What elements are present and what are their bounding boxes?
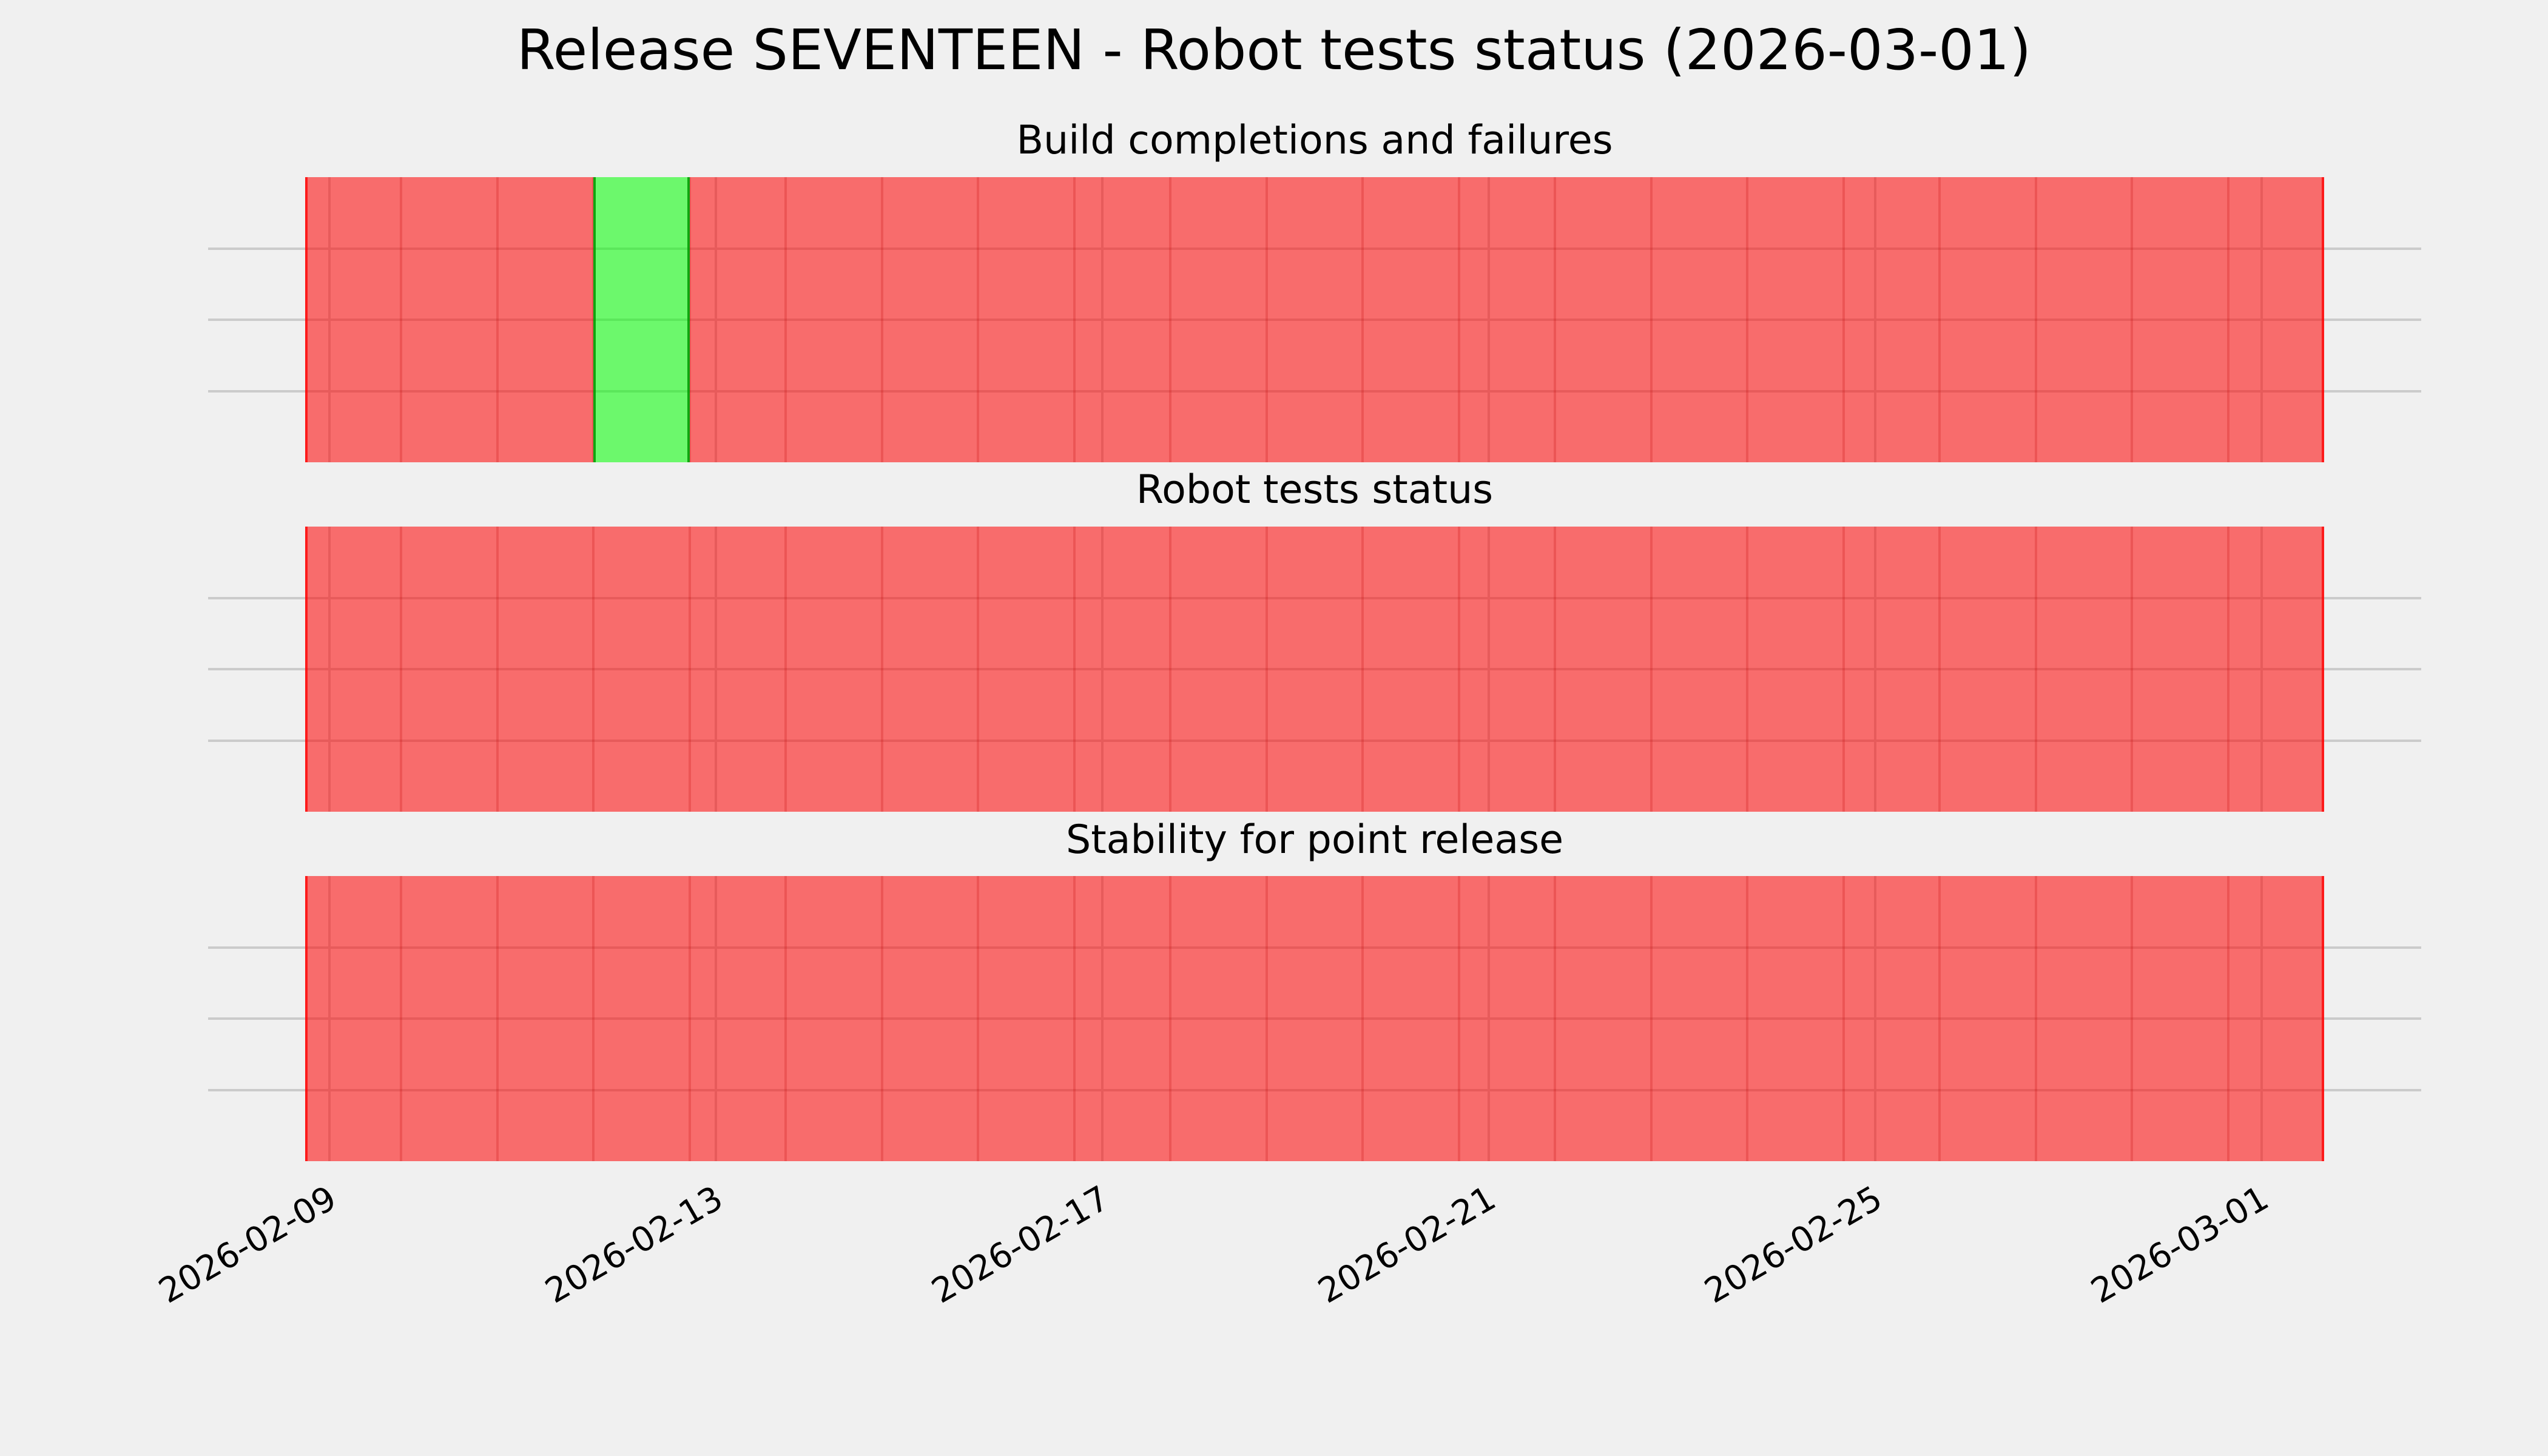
status-bar-2026-02-21-fail <box>1458 177 1555 462</box>
status-bar-2026-02-14-fail <box>786 527 882 812</box>
status-bar-2026-02-20-fail <box>1363 527 1459 812</box>
status-bar-2026-02-10-fail <box>401 177 497 462</box>
status-bar-2026-02-26-fail <box>1940 527 2036 812</box>
status-bar-2026-02-27-fail <box>2035 177 2132 462</box>
status-bar-2026-02-20-fail <box>1363 177 1459 462</box>
status-bar-2026-03-01-fail <box>2228 177 2324 462</box>
status-bar-2026-02-23-fail <box>1651 527 1748 812</box>
subplot-title-stability: Stability for point release <box>1065 817 1564 863</box>
status-bar-2026-02-22-fail <box>1555 876 1651 1161</box>
status-bar-2026-02-25-fail <box>1843 527 1940 812</box>
status-bar-2026-02-11-fail <box>497 177 594 462</box>
x-tick-label-2026-02-25: 2026-02-25 <box>1698 1178 1889 1312</box>
status-bar-2026-02-23-fail <box>1651 177 1748 462</box>
status-bar-2026-02-11-fail <box>497 527 594 812</box>
status-bar-2026-02-13-fail <box>689 876 786 1161</box>
status-bar-2026-02-10-fail <box>401 876 497 1161</box>
status-bar-2026-02-18-fail <box>1170 177 1267 462</box>
status-bar-2026-02-18-fail <box>1170 876 1267 1161</box>
status-bar-2026-02-16-fail <box>978 527 1074 812</box>
status-bar-2026-02-09-fail <box>305 527 402 812</box>
status-bar-2026-02-25-fail <box>1843 177 1940 462</box>
status-bar-2026-03-01-fail <box>2228 876 2324 1161</box>
status-bar-2026-02-13-fail <box>689 177 786 462</box>
status-bar-2026-02-21-fail <box>1458 876 1555 1161</box>
status-bar-2026-02-24-fail <box>1747 177 1844 462</box>
status-bar-2026-02-15-fail <box>881 876 979 1161</box>
status-bar-2026-02-26-fail <box>1940 177 2036 462</box>
status-bar-2026-02-19-fail <box>1266 177 1363 462</box>
status-bar-2026-02-17-fail <box>1074 177 1171 462</box>
status-bar-2026-02-09-fail <box>305 177 402 462</box>
subplot-title-robot-tests: Robot tests status <box>1136 467 1494 513</box>
status-bars-layer <box>305 527 2324 812</box>
status-bar-2026-02-24-fail <box>1747 527 1844 812</box>
status-bar-2026-02-27-fail <box>2035 876 2132 1161</box>
status-bar-2026-02-12-pass <box>593 177 690 462</box>
x-tick-label-2026-02-17: 2026-02-17 <box>925 1178 1116 1312</box>
subplot-panel-robot-tests <box>208 527 2421 812</box>
status-bar-2026-02-19-fail <box>1266 876 1363 1161</box>
status-bar-2026-02-15-fail <box>881 527 979 812</box>
status-bar-2026-02-17-fail <box>1074 876 1171 1161</box>
status-bar-2026-02-28-fail <box>2132 876 2228 1161</box>
status-bar-2026-03-01-fail <box>2228 527 2324 812</box>
status-bar-2026-02-13-fail <box>689 527 786 812</box>
x-tick-label-2026-02-09: 2026-02-09 <box>152 1178 343 1312</box>
status-bar-2026-02-24-fail <box>1747 876 1844 1161</box>
status-bar-2026-02-23-fail <box>1651 876 1748 1161</box>
subplot-panel-stability <box>208 876 2421 1161</box>
status-bar-2026-02-19-fail <box>1266 527 1363 812</box>
status-bar-2026-02-16-fail <box>978 876 1074 1161</box>
status-bar-2026-02-18-fail <box>1170 527 1267 812</box>
status-bar-2026-02-16-fail <box>978 177 1074 462</box>
status-bar-2026-02-28-fail <box>2132 177 2228 462</box>
status-bar-2026-02-10-fail <box>401 527 497 812</box>
status-bar-2026-02-12-fail <box>593 876 690 1161</box>
status-bar-2026-02-28-fail <box>2132 527 2228 812</box>
status-bars-layer <box>305 177 2324 462</box>
subplot-title-build-completions: Build completions and failures <box>1016 118 1613 163</box>
status-bar-2026-02-22-fail <box>1555 177 1651 462</box>
status-bar-2026-02-17-fail <box>1074 527 1171 812</box>
status-bar-2026-02-21-fail <box>1458 527 1555 812</box>
status-bar-2026-02-11-fail <box>497 876 594 1161</box>
status-bars-layer <box>305 876 2324 1161</box>
x-tick-label-2026-02-13: 2026-02-13 <box>539 1178 730 1312</box>
chart-main-title: Release SEVENTEEN - Robot tests status (… <box>516 18 2032 83</box>
status-bar-2026-02-26-fail <box>1940 876 2036 1161</box>
status-bar-2026-02-15-fail <box>881 177 979 462</box>
status-bar-2026-02-22-fail <box>1555 527 1651 812</box>
status-bar-2026-02-25-fail <box>1843 876 1940 1161</box>
x-tick-label-2026-03-01: 2026-03-01 <box>2085 1178 2276 1312</box>
x-tick-label-2026-02-21: 2026-02-21 <box>1312 1178 1503 1312</box>
status-bar-2026-02-27-fail <box>2035 527 2132 812</box>
status-bar-2026-02-14-fail <box>786 876 882 1161</box>
subplot-panel-build-completions <box>208 177 2421 462</box>
status-bar-2026-02-12-fail <box>593 527 690 812</box>
status-bar-2026-02-14-fail <box>786 177 882 462</box>
status-bar-2026-02-09-fail <box>305 876 402 1161</box>
status-bar-2026-02-20-fail <box>1363 876 1459 1161</box>
